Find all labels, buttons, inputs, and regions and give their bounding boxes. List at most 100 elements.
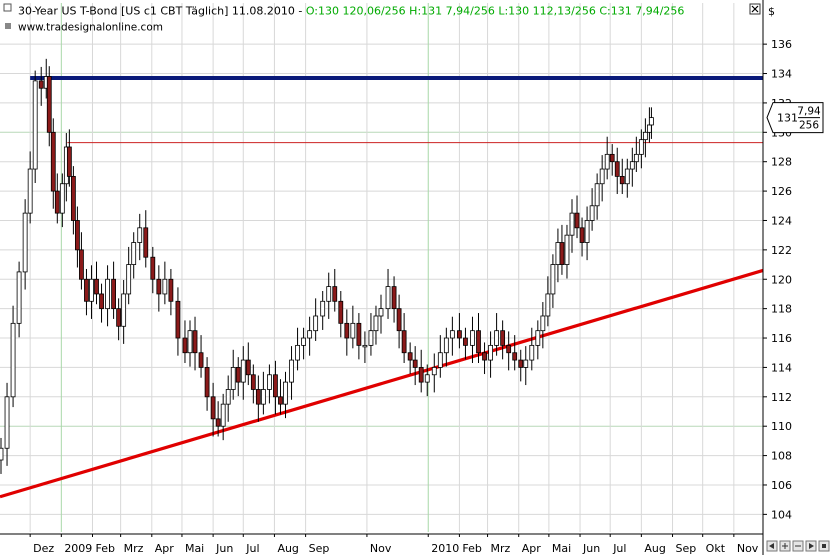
price-tag-denominator: 256 (799, 120, 819, 132)
x-tick-label: Feb (462, 542, 481, 555)
candle-body (523, 359, 529, 368)
candle-body (168, 278, 174, 302)
zoom-out-icon[interactable] (792, 540, 804, 552)
x-tick-label: Mai (552, 542, 571, 555)
candle-body (54, 190, 60, 214)
y-tick-label: 126 (771, 185, 792, 198)
candle-body (320, 300, 326, 317)
support-line (0, 268, 764, 499)
candle-body (350, 322, 356, 339)
candle-body (518, 359, 524, 368)
current-price-tag: 131 7,94 256 (766, 102, 824, 134)
candle-body (75, 220, 80, 251)
candle-body (619, 175, 625, 185)
candle-body (278, 396, 283, 405)
candle-body (412, 359, 418, 368)
candle-body (391, 286, 397, 310)
y-tick-label: 128 (771, 156, 792, 169)
candle-body (126, 264, 132, 295)
y-tick-label: 136 (771, 38, 792, 51)
candle-body (84, 278, 89, 302)
candle-body (116, 308, 122, 327)
candle-body (150, 256, 156, 280)
candle-body (431, 367, 437, 376)
close-icon[interactable] (749, 3, 761, 15)
x-tick-label: Jul (612, 542, 626, 555)
y-tick-label: 114 (771, 361, 792, 374)
candle-body (418, 367, 424, 383)
candle-body (624, 168, 630, 185)
candle-body (609, 153, 615, 163)
y-tick-label: 120 (771, 273, 792, 286)
candle-body (344, 322, 350, 339)
candle-body (245, 359, 251, 376)
candle-body (283, 381, 288, 405)
reset-view-icon[interactable] (818, 540, 830, 552)
candle-body (555, 242, 561, 265)
candle-body (175, 300, 181, 339)
y-tick-label: 110 (771, 420, 792, 433)
candle-body (215, 418, 221, 427)
x-tick-label: Okt (706, 542, 726, 555)
candle-body (385, 286, 391, 310)
candle-body (38, 80, 44, 89)
candle-body (378, 308, 384, 317)
x-tick-label: Mai (185, 542, 204, 555)
zoom-in-icon[interactable] (779, 540, 791, 552)
candle-body (131, 242, 137, 265)
candle-body (22, 212, 28, 273)
candle-body (401, 330, 407, 354)
candle-body (356, 322, 362, 346)
y-tick-label: 116 (771, 332, 792, 345)
candle-body (10, 322, 16, 398)
scroll-left-icon[interactable] (766, 540, 778, 552)
candle-body (529, 344, 535, 361)
candle-body (32, 80, 38, 170)
x-tick-label: Jun (215, 542, 233, 555)
candle-body (4, 396, 10, 449)
candle-body (633, 153, 639, 163)
trend-lines (0, 75, 764, 499)
candle-body (614, 161, 620, 177)
candle-body (449, 330, 455, 339)
candle-body (500, 330, 506, 346)
source-marker-icon (5, 23, 11, 29)
candle-body (424, 374, 430, 383)
close-cross-b (751, 5, 759, 13)
candle-body (599, 168, 605, 185)
candle-body (338, 300, 344, 324)
candle-body (550, 264, 556, 295)
candle-body (225, 389, 231, 405)
candles (0, 58, 654, 474)
candle-body (545, 293, 551, 317)
candle-body (94, 278, 99, 295)
scroll-right-icon[interactable] (805, 540, 817, 552)
candle-body (156, 278, 162, 295)
candle-body (326, 286, 332, 302)
candle-body (0, 447, 4, 461)
candle-body (50, 131, 56, 192)
candle-body (230, 367, 236, 390)
candle-body (70, 175, 76, 221)
scroll-left-arrow (769, 543, 774, 549)
candle-body (494, 330, 500, 346)
candle-body (535, 330, 541, 346)
candle-body (362, 344, 368, 348)
candle-body (313, 315, 319, 332)
quote-text: O:130 120,06/256 H:131 7,94/256 L:130 11… (306, 5, 685, 18)
candle-body (506, 344, 512, 354)
x-tick-label: Jul (245, 542, 259, 555)
candle-body (187, 330, 193, 354)
reset-view-inner (822, 544, 826, 548)
candle-body (255, 389, 261, 405)
candle-body (301, 337, 306, 346)
candle-body (482, 352, 487, 361)
candle-body (260, 389, 266, 405)
y-tick-label: 118 (771, 303, 792, 316)
candle-body (220, 403, 226, 427)
y-tick-label: 134 (771, 68, 792, 81)
price-tag-numerator: 7,94 (797, 106, 821, 118)
